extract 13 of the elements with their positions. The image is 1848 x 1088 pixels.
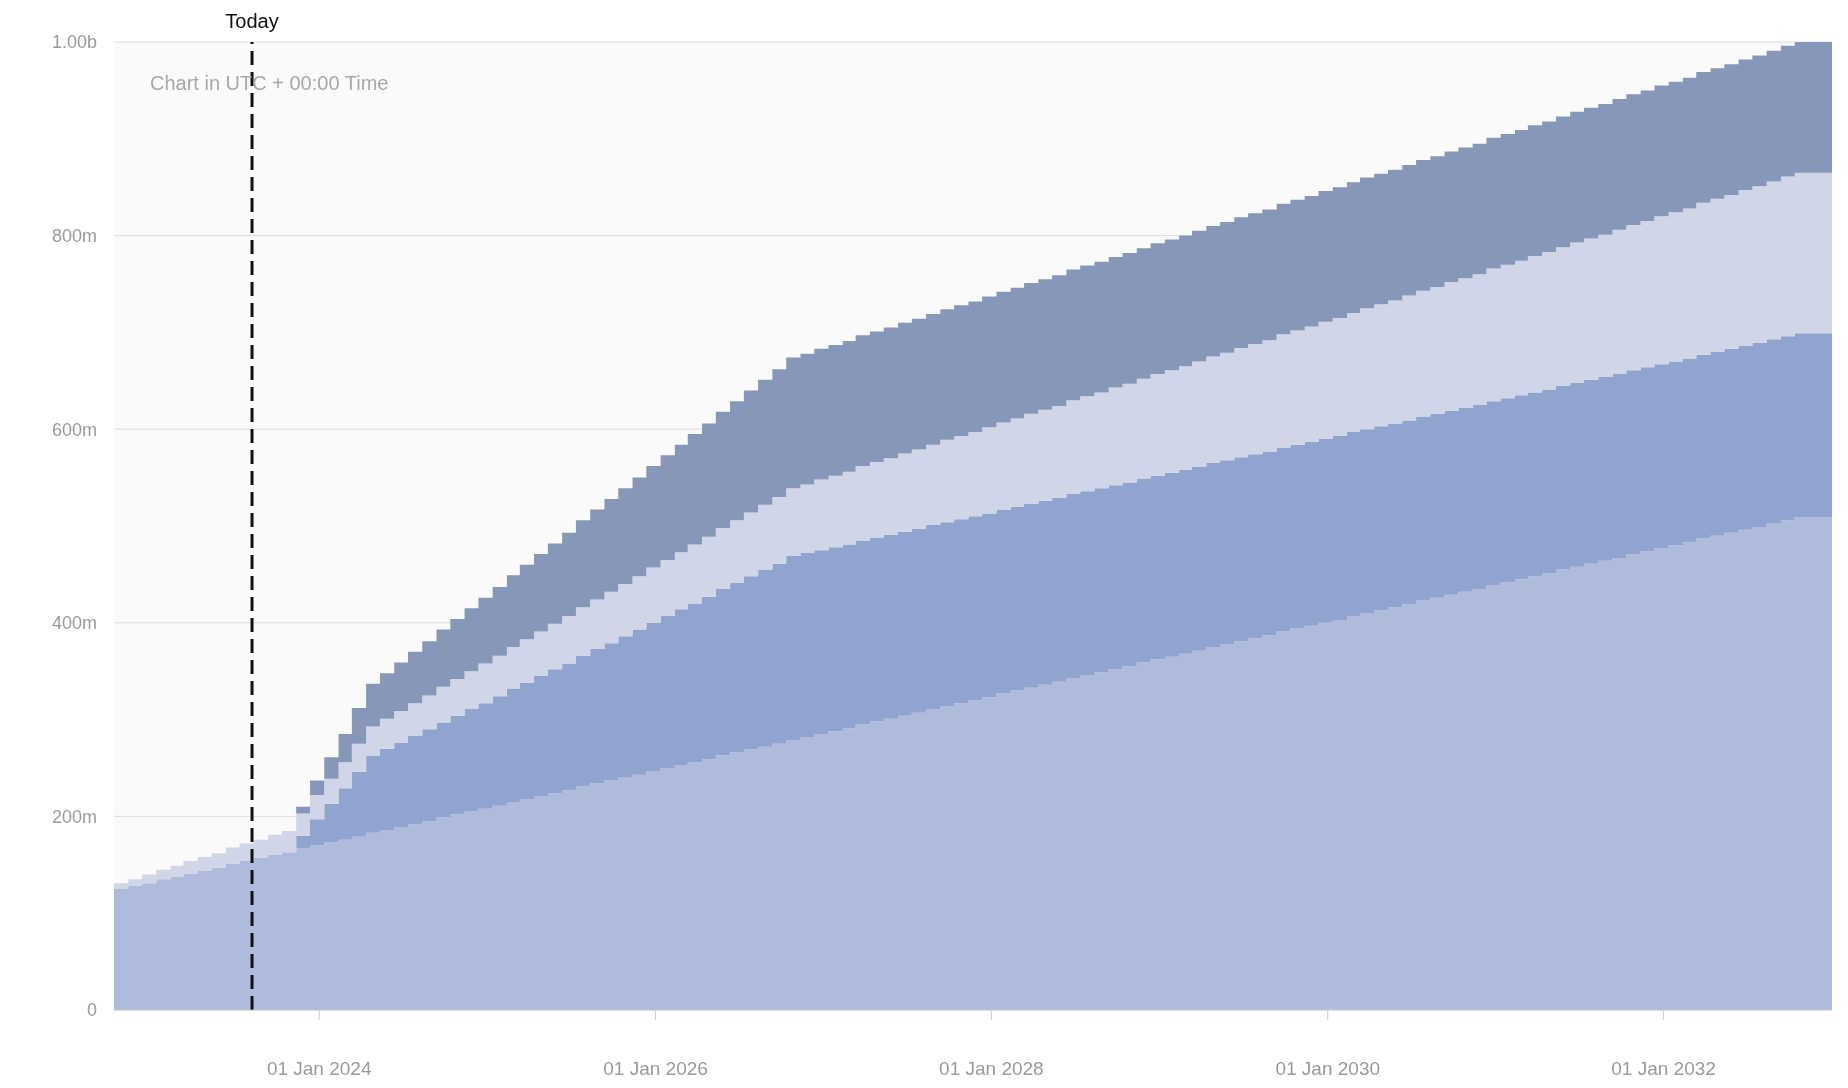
y-tick-label: 800m [51, 225, 97, 246]
x-tick-label: 01 Jan 2032 [1611, 1058, 1716, 1080]
annotation: Chart in UTC + 00:00 Time [150, 72, 389, 95]
y-tick-label: 0 [86, 1000, 97, 1021]
y-tick-label: 200m [51, 806, 97, 827]
y-tick-label: 400m [51, 613, 97, 634]
x-tick-label: 01 Jan 2024 [266, 1058, 372, 1080]
x-tick-label: 01 Jan 2030 [1275, 1058, 1381, 1080]
y-tick-label: 1.00b [51, 32, 97, 53]
x-tick-label: 01 Jan 2026 [603, 1058, 708, 1080]
y-tick-label: 600m [51, 419, 97, 440]
x-tick-label: 01 Jan 2028 [939, 1058, 1044, 1080]
ref-line-label: Today [225, 10, 279, 32]
